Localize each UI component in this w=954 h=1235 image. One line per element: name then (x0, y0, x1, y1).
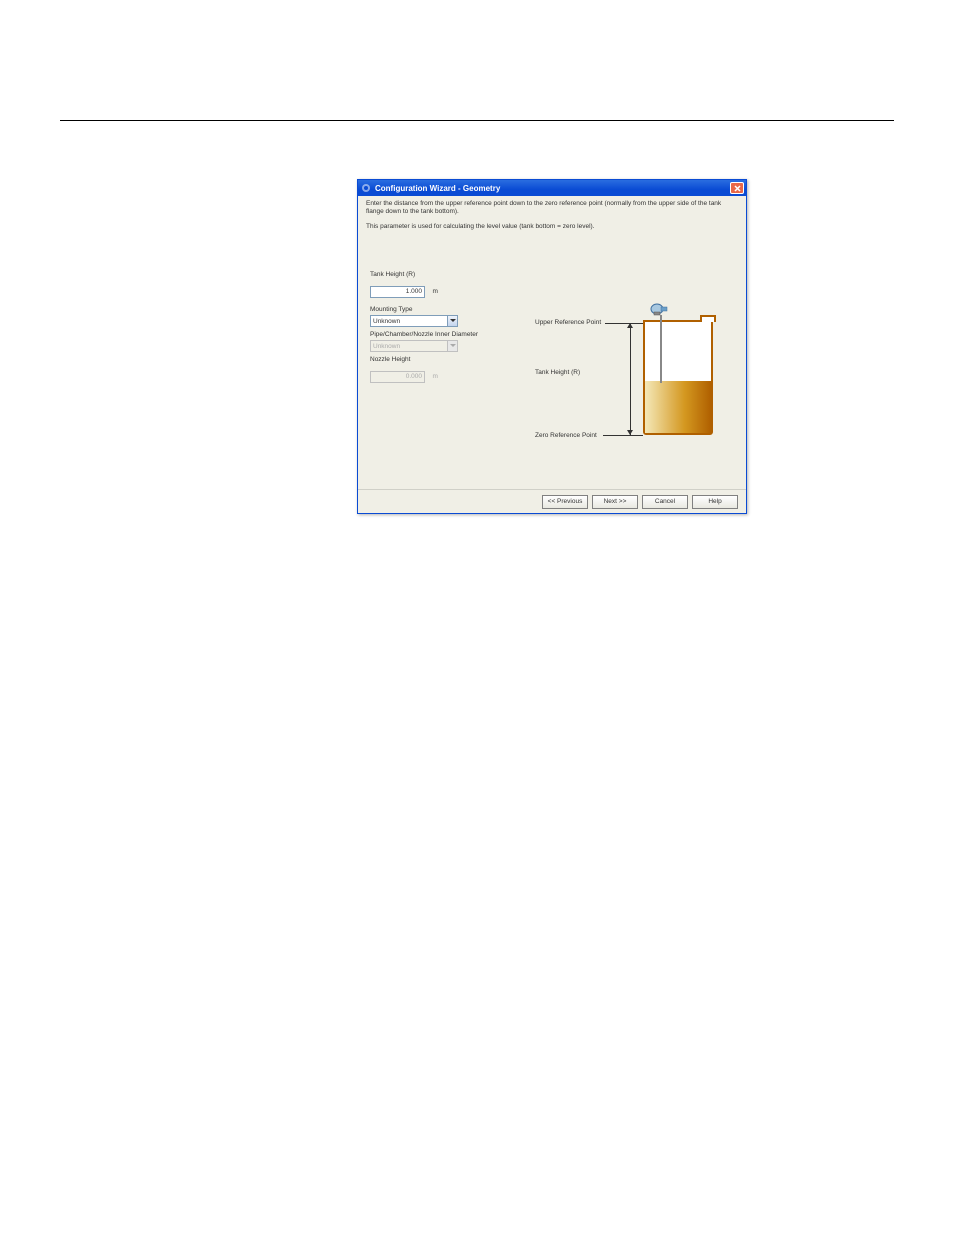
sensor-head-icon (650, 302, 668, 316)
zero-ref-line (603, 435, 643, 436)
inner-diameter-value: Unknown (373, 343, 400, 350)
chevron-down-icon (447, 316, 457, 326)
tank-height-input[interactable] (370, 286, 425, 298)
inner-diameter-label: Pipe/Chamber/Nozzle Inner Diameter (370, 331, 480, 338)
help-button[interactable]: Help (692, 495, 738, 509)
close-button[interactable] (730, 182, 744, 194)
diagram-column: Upper Reference Point Tank Height (R) Ze… (480, 267, 738, 457)
tank-height-label: Tank Height (R) (370, 271, 480, 278)
height-dimension-line (630, 323, 631, 435)
tank-height-diagram-label: Tank Height (R) (535, 369, 580, 376)
inner-diameter-select: Unknown (370, 340, 458, 352)
previous-button[interactable]: << Previous (542, 495, 588, 509)
tank-diagram: Upper Reference Point Tank Height (R) Ze… (535, 277, 725, 457)
nozzle-height-unit: m (432, 373, 437, 380)
cancel-button[interactable]: Cancel (642, 495, 688, 509)
tank-body (643, 320, 713, 435)
sensor-probe (660, 315, 662, 383)
next-button[interactable]: Next >> (592, 495, 638, 509)
mounting-type-label: Mounting Type (370, 306, 480, 313)
instruction-line-1: Enter the distance from the upper refere… (366, 200, 738, 217)
titlebar[interactable]: Configuration Wizard - Geometry (358, 180, 746, 196)
tank-height-unit: m (432, 288, 437, 295)
nozzle-height-input (370, 371, 425, 383)
arrow-down-icon (627, 430, 633, 435)
app-icon (360, 182, 372, 194)
nozzle-height-label: Nozzle Height (370, 356, 480, 363)
zero-ref-label: Zero Reference Point (535, 432, 597, 439)
nozzle-height-row: m (370, 365, 480, 383)
tank-nozzle (700, 315, 716, 322)
mounting-type-select[interactable]: Unknown (370, 315, 458, 327)
tank-liquid (645, 381, 711, 433)
form-column: Tank Height (R) m Mounting Type Unknown … (370, 267, 480, 457)
upper-ref-line (605, 323, 643, 324)
config-wizard-dialog: Configuration Wizard - Geometry Enter th… (357, 179, 747, 514)
tank-height-row: m (370, 280, 480, 298)
button-bar: << Previous Next >> Cancel Help (358, 489, 746, 513)
arrow-up-icon (627, 323, 633, 328)
instruction-line-2: This parameter is used for calculating t… (366, 223, 738, 231)
page-rule (60, 120, 894, 121)
window-title: Configuration Wizard - Geometry (375, 184, 730, 193)
content-area: Tank Height (R) m Mounting Type Unknown … (358, 247, 746, 457)
chevron-down-icon (447, 341, 457, 351)
mounting-type-value: Unknown (373, 318, 400, 325)
upper-ref-label: Upper Reference Point (535, 319, 601, 326)
instruction-area: Enter the distance from the upper refere… (358, 196, 746, 247)
